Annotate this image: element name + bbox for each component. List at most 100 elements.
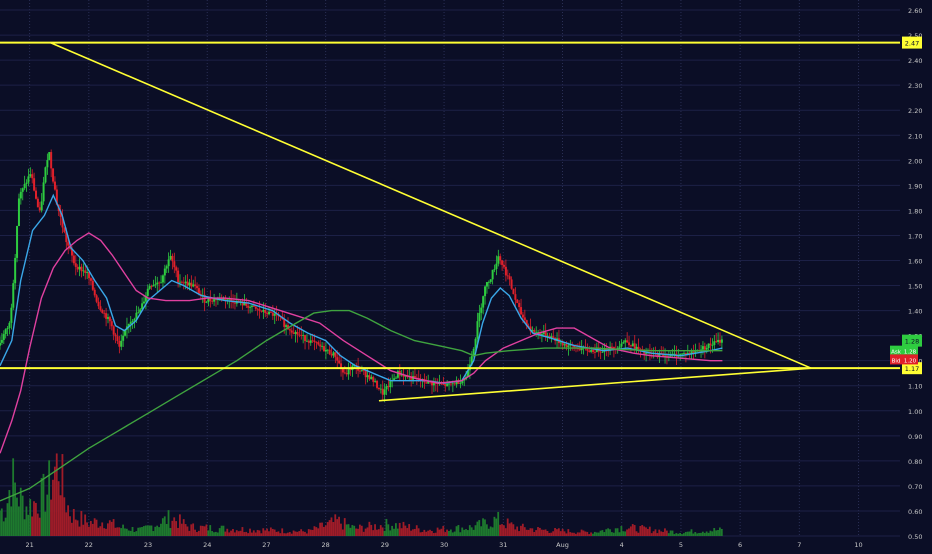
volume-bar <box>521 523 524 536</box>
y-axis[interactable]: 2.60 2.50 2.40 2.30 2.20 2.10 2.00 1.90 1.80 1.70… <box>900 0 932 550</box>
candle-body <box>703 346 706 350</box>
volume-bar <box>167 510 170 536</box>
x-axis[interactable]: 21 22 23 24 27 28 29 30 31 Aug 4 5 6 7 10 <box>25 541 862 549</box>
volume-bar <box>391 525 394 536</box>
volume-bar <box>23 519 26 536</box>
volume-bar <box>368 521 371 536</box>
y-tick-label: 2.40 <box>908 57 922 65</box>
volume-bar <box>118 527 121 536</box>
volume-bar <box>114 527 117 536</box>
candle-body <box>93 289 96 296</box>
volume-bar <box>465 529 467 536</box>
candle-body <box>10 307 13 323</box>
candle-body <box>635 346 638 350</box>
candle-body <box>347 368 350 375</box>
x-tick-label: 21 <box>25 541 33 549</box>
volume-bar <box>506 518 509 536</box>
candle-body <box>175 267 178 271</box>
candle-body <box>52 168 55 182</box>
volume-bar <box>63 497 66 536</box>
volume-bar <box>19 487 22 536</box>
volume-bar <box>235 530 238 536</box>
volume-bar <box>177 527 179 536</box>
volume-bar <box>146 525 149 536</box>
volume-bar <box>593 531 596 536</box>
volume-bar <box>408 524 411 536</box>
volume-bar <box>205 524 208 536</box>
volume-bar <box>84 514 87 536</box>
candle-body <box>442 384 445 385</box>
candle-body <box>660 352 663 354</box>
drawings-layer[interactable] <box>0 41 900 402</box>
volume-bar <box>633 525 636 536</box>
volume-bar <box>662 531 664 536</box>
candle-body <box>671 353 674 355</box>
x-tick-label: 24 <box>203 541 211 549</box>
volume-bar <box>429 529 431 536</box>
volume-bar <box>620 526 623 536</box>
candle-body <box>118 341 121 347</box>
candle-body <box>717 339 720 342</box>
candle-body <box>535 332 538 333</box>
volume-bar <box>607 528 610 536</box>
volume-bar <box>57 481 60 536</box>
candle-body <box>161 275 164 283</box>
volume-bar <box>89 521 92 536</box>
volume-bar <box>137 527 140 536</box>
volume-bar <box>423 529 426 536</box>
candle-body <box>508 276 511 280</box>
candle-body <box>300 335 303 336</box>
volume-bar <box>33 501 35 536</box>
candle-body <box>601 351 604 353</box>
volume-bar <box>497 511 500 536</box>
volume-bar <box>557 528 560 536</box>
volume-bar <box>239 530 242 536</box>
series-layer <box>0 193 723 502</box>
volume-bar <box>27 514 30 536</box>
volume-bar <box>626 529 628 536</box>
volume-bar <box>218 528 221 536</box>
candle-body <box>260 310 263 312</box>
candle-body <box>559 342 562 344</box>
candle-body <box>709 343 712 346</box>
volume-bar <box>387 524 390 536</box>
volume-bar <box>385 518 388 536</box>
candle-body <box>533 329 536 333</box>
volume-bar <box>287 532 289 536</box>
candle-body <box>372 376 375 382</box>
volume-bar <box>222 525 225 536</box>
volume-bar <box>381 527 384 536</box>
candle-body <box>273 313 276 316</box>
volume-bar <box>179 514 181 536</box>
volume-bar <box>484 519 486 536</box>
candle-body <box>283 319 286 327</box>
y-tick-label: 2.10 <box>908 132 922 140</box>
candle-body <box>116 336 119 342</box>
candle-body <box>620 343 623 347</box>
bidask-value-box <box>902 345 918 356</box>
candle-body <box>122 335 125 341</box>
volume-bar <box>139 527 142 536</box>
volume-bar <box>448 530 450 536</box>
candle-body <box>180 281 183 283</box>
price-label-text: 1.17 <box>905 365 919 373</box>
volume-bar <box>285 533 287 536</box>
trend-line[interactable] <box>50 41 812 369</box>
candle-body <box>313 340 316 343</box>
volume-bar <box>444 532 447 536</box>
volume-bar <box>707 532 710 536</box>
trend-line[interactable] <box>378 367 812 402</box>
candle-body <box>485 282 488 287</box>
volume-bar <box>652 531 655 536</box>
candle-body <box>101 310 104 313</box>
volume-bar <box>65 512 68 536</box>
candle-body <box>247 305 250 308</box>
candle-body <box>224 297 227 301</box>
volume-bar <box>713 528 716 536</box>
volume-bar <box>510 522 513 536</box>
candle-body <box>292 332 295 334</box>
volume-bar <box>211 531 214 536</box>
candle-body <box>16 225 19 258</box>
